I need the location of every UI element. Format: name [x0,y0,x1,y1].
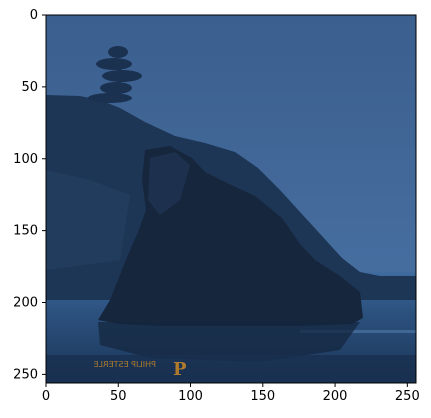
x-tick-label: 0 [42,389,50,404]
watermark-logo: P [173,359,187,380]
y-tick-label: 250 [13,367,38,382]
rock-reflection [98,322,360,362]
axes-frame [45,14,417,384]
y-axis: 0 50 100 150 200 250 [13,8,46,382]
x-tick-label: 100 [178,389,203,404]
x-tick-label: 250 [395,389,420,404]
y-tick-label: 200 [13,296,38,311]
watermark: PHILIP ESTERLE P [93,359,187,380]
tree [88,46,142,103]
watermark-text: PHILIP ESTERLE [93,360,156,369]
photo: PHILIP ESTERLE P [46,15,416,383]
y-tick-label: 0 [30,8,38,23]
x-tick-label: 200 [323,389,348,404]
headland-shadow [46,170,130,270]
x-tick-label: 150 [250,389,275,404]
foreground [46,355,416,383]
y-tick-label: 50 [21,80,38,95]
rock-highlight [148,152,190,215]
y-tick-label: 100 [13,152,38,167]
sea-shimmer-2 [300,330,416,333]
y-tick-label: 150 [13,224,38,239]
x-axis: 0 50 100 150 200 250 [42,383,420,404]
x-tick-label: 50 [110,389,127,404]
